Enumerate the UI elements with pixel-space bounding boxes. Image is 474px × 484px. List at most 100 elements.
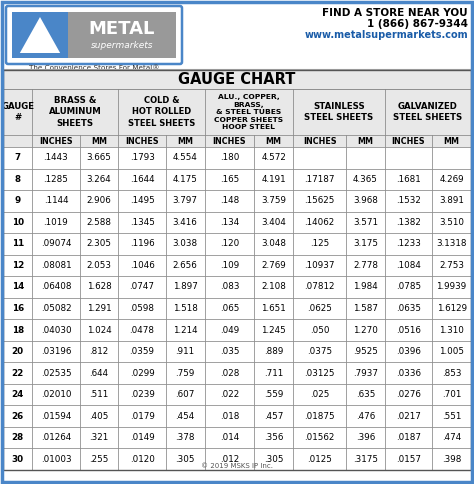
Bar	[254, 190, 293, 212]
Text: .01003: .01003	[41, 455, 71, 464]
Text: .14062: .14062	[304, 218, 335, 227]
Bar	[166, 168, 205, 190]
Bar	[80, 319, 118, 341]
Text: .0516: .0516	[396, 326, 421, 334]
Bar	[205, 190, 254, 212]
Bar	[32, 89, 118, 135]
Text: .0747: .0747	[129, 283, 155, 291]
Text: .0125: .0125	[307, 455, 332, 464]
Bar	[32, 190, 80, 212]
Bar	[118, 319, 166, 341]
Bar	[385, 427, 432, 449]
Bar	[205, 427, 254, 449]
Bar	[166, 406, 205, 427]
Bar	[293, 427, 346, 449]
Text: 20: 20	[11, 347, 24, 356]
Text: .07812: .07812	[304, 283, 335, 291]
Text: 4.572: 4.572	[261, 153, 286, 162]
Text: 24: 24	[11, 390, 24, 399]
Bar	[254, 212, 293, 233]
Text: .759: .759	[175, 369, 195, 378]
Bar	[80, 449, 118, 470]
Text: .398: .398	[442, 455, 461, 464]
Bar	[254, 384, 293, 406]
Text: 3.264: 3.264	[87, 175, 111, 184]
Text: 3.175: 3.175	[353, 240, 378, 248]
Text: INCHES: INCHES	[39, 136, 73, 146]
Bar	[293, 190, 346, 212]
Bar	[346, 384, 385, 406]
Bar	[254, 363, 293, 384]
Text: .02010: .02010	[41, 390, 71, 399]
Bar	[118, 406, 166, 427]
Text: 28: 28	[11, 433, 24, 442]
Text: .701: .701	[442, 390, 461, 399]
Bar	[80, 406, 118, 427]
Bar	[293, 147, 346, 168]
Bar	[254, 449, 293, 470]
Bar	[80, 233, 118, 255]
Bar	[385, 190, 432, 212]
Text: .1345: .1345	[130, 218, 155, 227]
Text: .01594: .01594	[41, 412, 71, 421]
Text: 22: 22	[11, 369, 24, 378]
Bar	[32, 233, 80, 255]
Bar	[32, 168, 80, 190]
Bar	[254, 298, 293, 319]
Text: .09074: .09074	[41, 240, 71, 248]
Text: The Convenience Stores For Metal®: The Convenience Stores For Metal®	[29, 65, 159, 71]
Bar	[3, 70, 471, 89]
Text: ALU., COPPER,
BRASS,
& STEEL TUBES
COPPER SHEETS
HOOP STEEL: ALU., COPPER, BRASS, & STEEL TUBES COPPE…	[214, 94, 283, 130]
Bar	[293, 212, 346, 233]
Text: 1.270: 1.270	[353, 326, 378, 334]
Bar	[68, 12, 176, 58]
Bar	[32, 255, 80, 276]
Bar	[385, 363, 432, 384]
Text: 3.571: 3.571	[353, 218, 378, 227]
Bar	[346, 233, 385, 255]
Text: .120: .120	[220, 240, 239, 248]
Text: .050: .050	[310, 326, 329, 334]
Text: INCHES: INCHES	[213, 136, 246, 146]
Bar	[166, 135, 205, 147]
Text: .03196: .03196	[41, 347, 71, 356]
Text: .049: .049	[220, 326, 239, 334]
Bar	[118, 276, 166, 298]
Bar	[166, 212, 205, 233]
Bar	[385, 384, 432, 406]
Text: 3.416: 3.416	[173, 218, 198, 227]
Bar	[346, 427, 385, 449]
Bar	[3, 70, 471, 470]
Bar	[385, 341, 432, 363]
Bar	[80, 135, 118, 147]
Bar	[166, 298, 205, 319]
Text: .1793: .1793	[130, 153, 155, 162]
Bar	[205, 363, 254, 384]
Text: 12: 12	[11, 261, 24, 270]
Bar	[205, 233, 254, 255]
Text: .551: .551	[442, 412, 461, 421]
Bar	[205, 168, 254, 190]
Text: .0149: .0149	[130, 433, 155, 442]
Bar	[166, 319, 205, 341]
Bar	[432, 147, 471, 168]
Text: .1681: .1681	[396, 175, 421, 184]
Text: MM: MM	[265, 136, 282, 146]
Text: BRASS &
ALUMINUM
SHEETS: BRASS & ALUMINUM SHEETS	[49, 96, 102, 128]
Text: .3175: .3175	[353, 455, 378, 464]
Bar	[293, 135, 346, 147]
Bar	[205, 212, 254, 233]
Bar	[293, 255, 346, 276]
Bar	[205, 255, 254, 276]
Bar	[3, 212, 32, 233]
Bar	[432, 427, 471, 449]
Bar	[166, 255, 205, 276]
Bar	[293, 384, 346, 406]
Bar	[3, 449, 32, 470]
Text: .0179: .0179	[130, 412, 155, 421]
Bar	[346, 276, 385, 298]
Text: GAUGE CHART: GAUGE CHART	[178, 72, 296, 87]
Bar	[3, 319, 32, 341]
Bar	[166, 341, 205, 363]
Text: 1.984: 1.984	[353, 283, 378, 291]
